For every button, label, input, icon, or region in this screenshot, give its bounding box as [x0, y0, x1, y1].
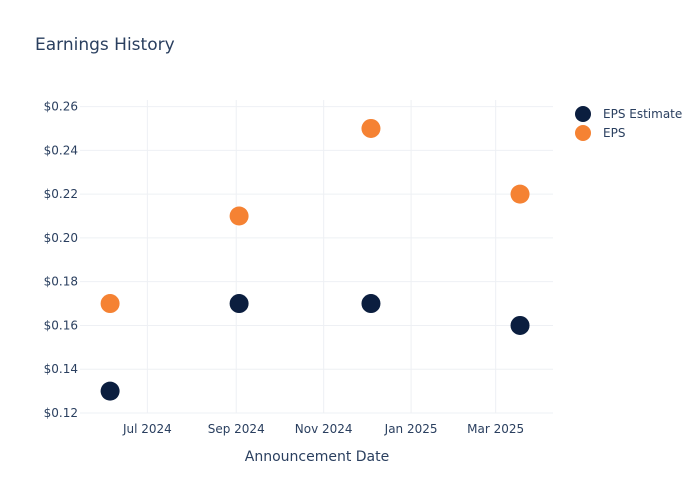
- legend-item[interactable]: EPS Estimate: [575, 106, 682, 122]
- series-eps-estimate: [100, 294, 530, 401]
- data-points: [100, 118, 530, 401]
- y-tick-label: $0.20: [44, 231, 78, 245]
- x-tick-label: Nov 2024: [295, 422, 353, 436]
- legend: EPS Estimate EPS: [575, 106, 682, 141]
- legend-item[interactable]: EPS: [575, 125, 625, 141]
- eps-point[interactable]: [229, 206, 249, 226]
- y-tick-label: $0.18: [44, 275, 78, 289]
- x-axis-ticks: Jul 2024 Sep 2024 Nov 2024 Jan 2025 Mar 2025: [122, 422, 524, 436]
- x-tick-label: Jan 2025: [384, 422, 438, 436]
- eps-point[interactable]: [361, 118, 381, 138]
- series-eps: [100, 118, 530, 314]
- y-tick-label: $0.24: [44, 143, 78, 157]
- legend-marker: [575, 106, 591, 122]
- x-tick-label: Jul 2024: [122, 422, 172, 436]
- legend-label: EPS: [603, 126, 625, 140]
- y-axis-ticks: $0.12 $0.14 $0.16 $0.18 $0.20 $0.22 $0.24 $0.26: [44, 100, 78, 420]
- legend-marker: [575, 125, 591, 141]
- eps-estimate-point[interactable]: [229, 294, 249, 314]
- y-tick-label: $0.12: [44, 406, 78, 420]
- chart-title: Earnings History: [35, 35, 175, 55]
- eps-estimate-point[interactable]: [510, 315, 530, 335]
- y-tick-label: $0.14: [44, 362, 78, 376]
- x-tick-label: Sep 2024: [208, 422, 265, 436]
- y-tick-label: $0.16: [44, 318, 78, 332]
- eps-estimate-point[interactable]: [361, 294, 381, 314]
- y-tick-label: $0.22: [44, 187, 78, 201]
- x-axis-title: Announcement Date: [245, 449, 389, 465]
- eps-point[interactable]: [510, 184, 530, 204]
- grid: [80, 100, 553, 414]
- eps-estimate-point[interactable]: [100, 381, 120, 401]
- y-tick-label: $0.26: [44, 100, 78, 114]
- x-tick-label: Mar 2025: [467, 422, 524, 436]
- legend-label: EPS Estimate: [603, 107, 682, 121]
- eps-point[interactable]: [100, 294, 120, 314]
